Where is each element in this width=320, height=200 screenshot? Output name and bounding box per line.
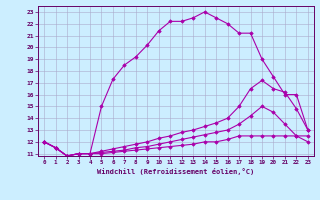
X-axis label: Windchill (Refroidissement éolien,°C): Windchill (Refroidissement éolien,°C) bbox=[97, 168, 255, 175]
